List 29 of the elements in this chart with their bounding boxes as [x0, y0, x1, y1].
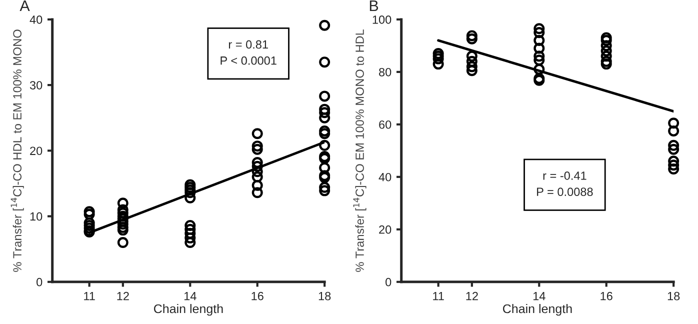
x-tick-label: 16	[252, 292, 264, 300]
y-axis-title: % Transfer [$^{14}$C]-CO HDL to EM 100% MONO	[10, 30, 24, 272]
x-axis-title: Chain length	[503, 304, 572, 316]
y-tick-label: 0	[386, 278, 392, 286]
y-tick-label: 30	[30, 81, 42, 90]
x-tick-label: 14	[533, 292, 546, 300]
y-tick-label: 60	[379, 120, 392, 129]
x-tick-label: 18	[318, 292, 331, 300]
y-tick-label: 10	[30, 212, 42, 221]
x-tick-label: 16	[600, 292, 612, 300]
x-tick-label: 12	[466, 292, 478, 300]
annotation: r = -0.41 P = 0.0088	[537, 172, 593, 196]
x-tick-label: 11	[433, 292, 444, 300]
x-tick-label: 12	[117, 292, 129, 300]
x-tick-label: 11	[84, 292, 95, 300]
x-axis-title: Chain length	[154, 304, 223, 316]
x-tick-label: 18	[668, 292, 680, 300]
y-tick-label: 20	[30, 146, 42, 156]
y-tick-label: 80	[379, 68, 392, 76]
text: B	[370, 0, 378, 12]
text: A	[20, 0, 30, 12]
annotation: r = 0.81 P < 0.0001	[220, 40, 276, 65]
y-tick-label: 0	[36, 278, 42, 286]
x-tick-label: 14	[184, 292, 196, 300]
y-axis-title: % Transfer [$^{14}$C]-CO EM 100% MONO to HDL	[353, 29, 366, 272]
y-tick-label: 100	[372, 15, 392, 24]
y-tick-label: 40	[378, 172, 392, 182]
y-tick-label: 40	[30, 15, 42, 24]
y-tick-label: 20	[379, 225, 392, 234]
